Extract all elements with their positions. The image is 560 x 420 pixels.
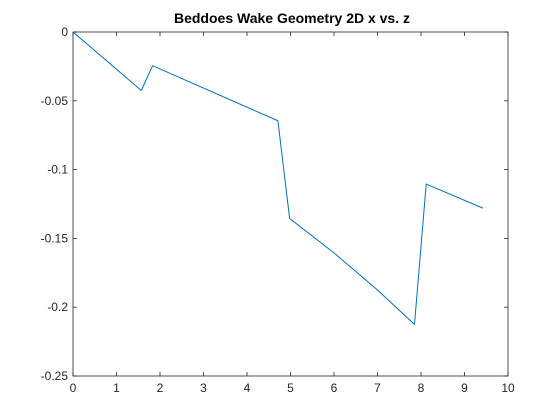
- x-ticks: 0 1 2 3 4 5 6 7 8 9 10: [70, 32, 515, 395]
- y-tick-label: -0.1: [47, 163, 68, 177]
- x-tick-label: 1: [113, 381, 120, 395]
- x-tick-label: 3: [200, 381, 207, 395]
- y-tick-label: -0.2: [47, 300, 68, 314]
- x-tick-label: 0: [70, 381, 77, 395]
- x-tick-label: 6: [331, 381, 338, 395]
- x-tick-label: 8: [418, 381, 425, 395]
- plot-area: [72, 31, 509, 377]
- y-tick-label: -0.15: [41, 231, 69, 245]
- chart-title: Beddoes Wake Geometry 2D x vs. z: [174, 10, 410, 26]
- series-line: [72, 31, 483, 325]
- x-tick-label: 2: [157, 381, 164, 395]
- x-tick-label: 4: [244, 381, 251, 395]
- y-tick-label: -0.05: [41, 94, 69, 108]
- x-tick-label: 10: [501, 381, 515, 395]
- series-group: [72, 31, 483, 325]
- x-tick-label: 9: [461, 381, 468, 395]
- y-ticks: 0 -0.05 -0.1 -0.15 -0.2 -0.25: [41, 25, 508, 383]
- x-tick-label: 7: [374, 381, 381, 395]
- x-tick-label: 5: [287, 381, 294, 395]
- y-tick-label: 0: [61, 25, 68, 39]
- y-tick-label: -0.25: [41, 369, 69, 383]
